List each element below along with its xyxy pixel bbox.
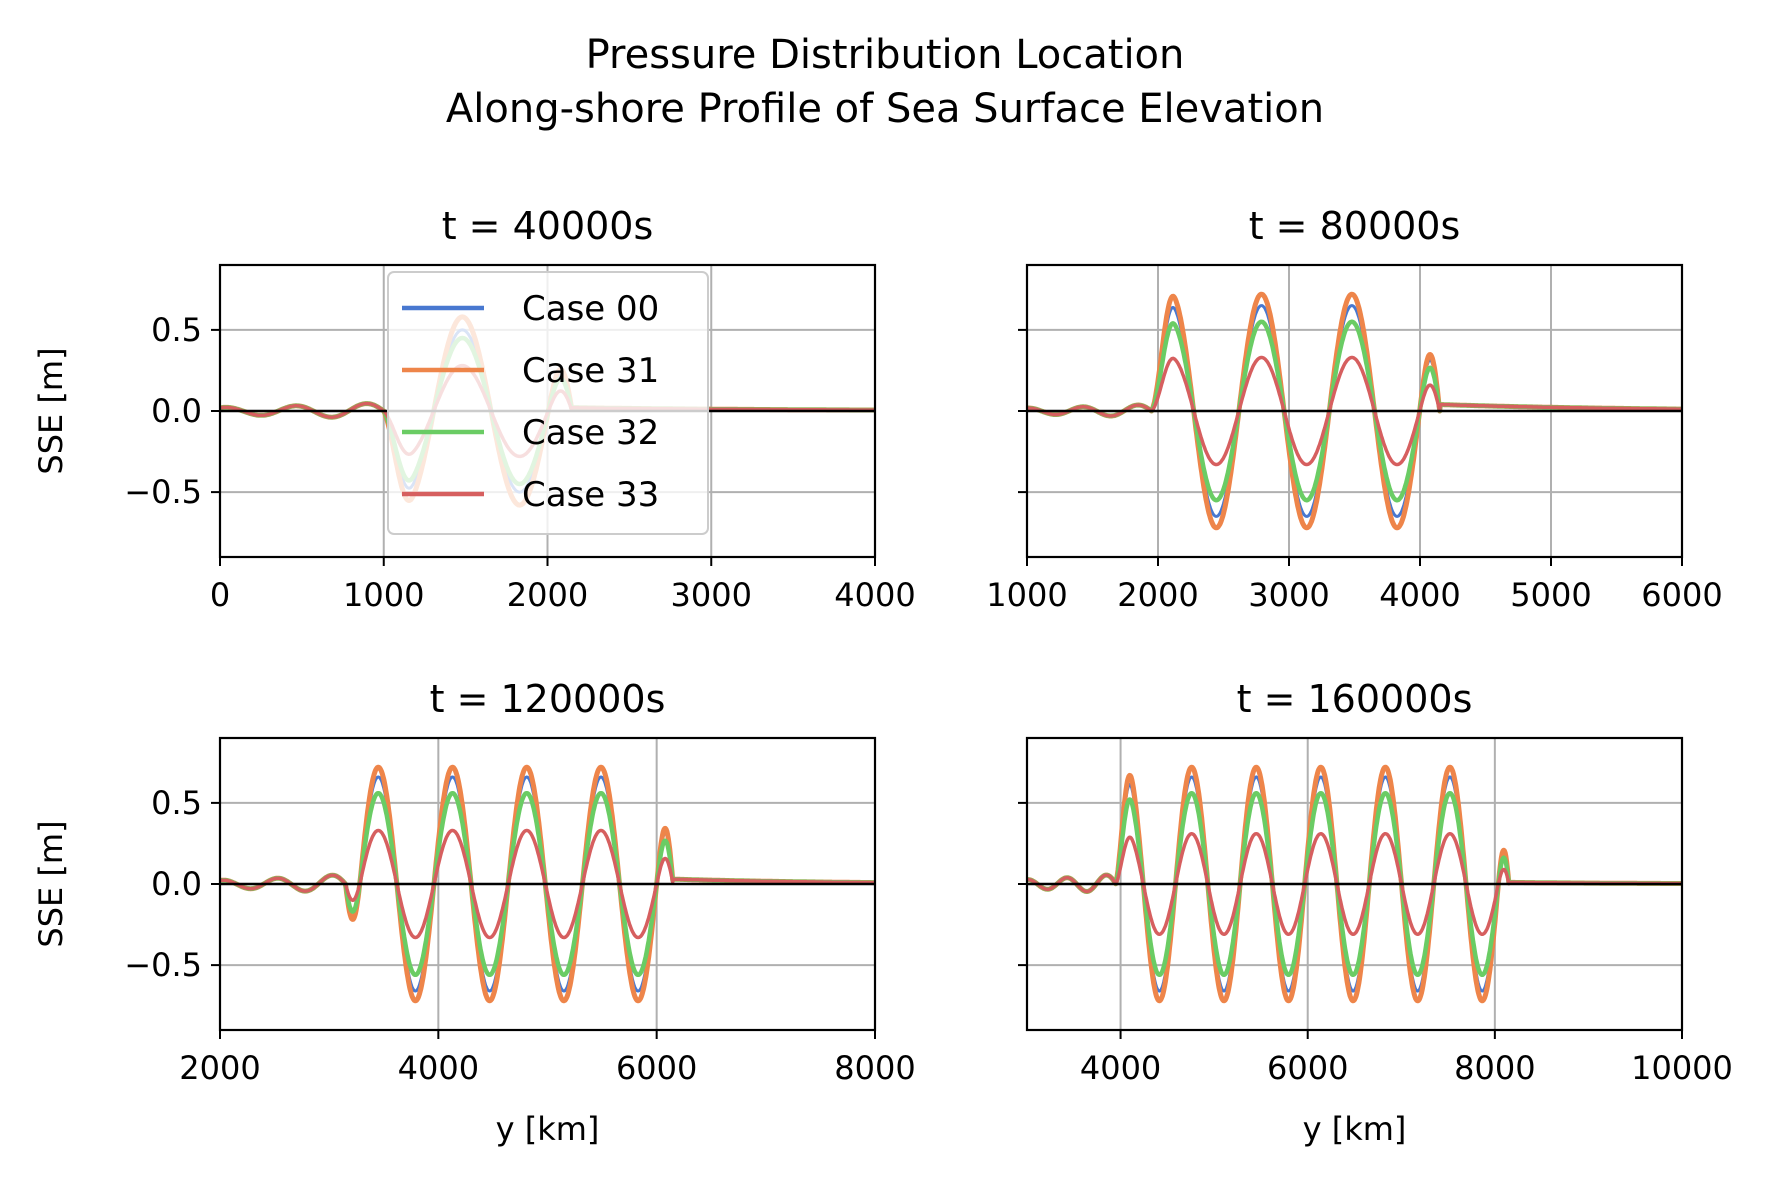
x-tick-label: 8000 [1454,1049,1535,1087]
legend-label: Case 00 [522,289,659,329]
legend-label: Case 32 [522,413,659,453]
series-line-case-33 [1027,355,1682,467]
x-tick-label: 4000 [398,1049,479,1087]
x-tick-label: 6000 [616,1049,697,1087]
legend-label: Case 33 [522,475,659,515]
subplot-title: t = 120000s [430,677,666,721]
x-tick-label: 5000 [1510,576,1591,614]
subplot-title: t = 80000s [1249,204,1461,248]
x-tick-label: 3000 [1248,576,1329,614]
subplot-3: 2000 4000 6000 8000 0.5 0.0 −0.5 t = 120000s SSE… [32,677,916,1148]
subplot-title: t = 160000s [1237,677,1473,721]
subplot-1: 0 1000 2000 3000 4000 0.5 0.0 −0.5 t = 40000s SSE… [32,204,916,614]
x-tick-label: 8000 [834,1049,915,1087]
series-group [220,764,875,1004]
x-tick-label: 2000 [507,576,588,614]
x-tick-label: 3000 [671,576,752,614]
y-tick-label: 0.5 [151,311,202,349]
legend-label: Case 31 [522,351,659,391]
legend: Case 00 Case 31 Case 32 Case 33 [387,271,709,535]
x-tick-label: 0 [210,576,230,614]
y-tick-label: −0.5 [124,473,202,511]
x-tick-label: 10000 [1631,1049,1733,1087]
y-tick-label: 0.0 [151,392,202,430]
legend-box [387,271,709,535]
series-group [1027,291,1682,531]
subplot-2: 1000 2000 3000 4000 5000 6000 t = 80000s [986,204,1722,614]
panels: 0 1000 2000 3000 4000 0.5 0.0 −0.5 t = 40000s SSE… [32,204,1733,1148]
x-tick-label: 4000 [1080,1049,1161,1087]
subplot-4: 4000 6000 8000 10000 t = 160000s y [km] [1018,677,1733,1148]
x-tick-label: 4000 [834,576,915,614]
x-tick-label: 4000 [1379,576,1460,614]
x-tick-label: 1000 [343,576,424,614]
x-tick-label: 1000 [986,576,1067,614]
y-axis-label: SSE [m] [32,347,70,474]
x-tick-label: 2000 [1117,576,1198,614]
series-line-case-33 [220,828,875,940]
y-tick-label: −0.5 [124,946,202,984]
x-tick-label: 6000 [1267,1049,1348,1087]
y-tick-label: 0.5 [151,784,202,822]
y-axis-label: SSE [m] [32,820,70,947]
x-axis-label: y [km] [1303,1110,1407,1148]
subplot-title: t = 40000s [442,204,654,248]
x-axis-label: y [km] [496,1110,600,1148]
x-tick-label: 6000 [1641,576,1722,614]
x-tick-label: 2000 [179,1049,260,1087]
y-tick-label: 0.0 [151,865,202,903]
figure-title-line2: Along-shore Profile of Sea Surface Eleva… [446,86,1324,132]
figure-title-line1: Pressure Distribution Location [586,32,1185,78]
